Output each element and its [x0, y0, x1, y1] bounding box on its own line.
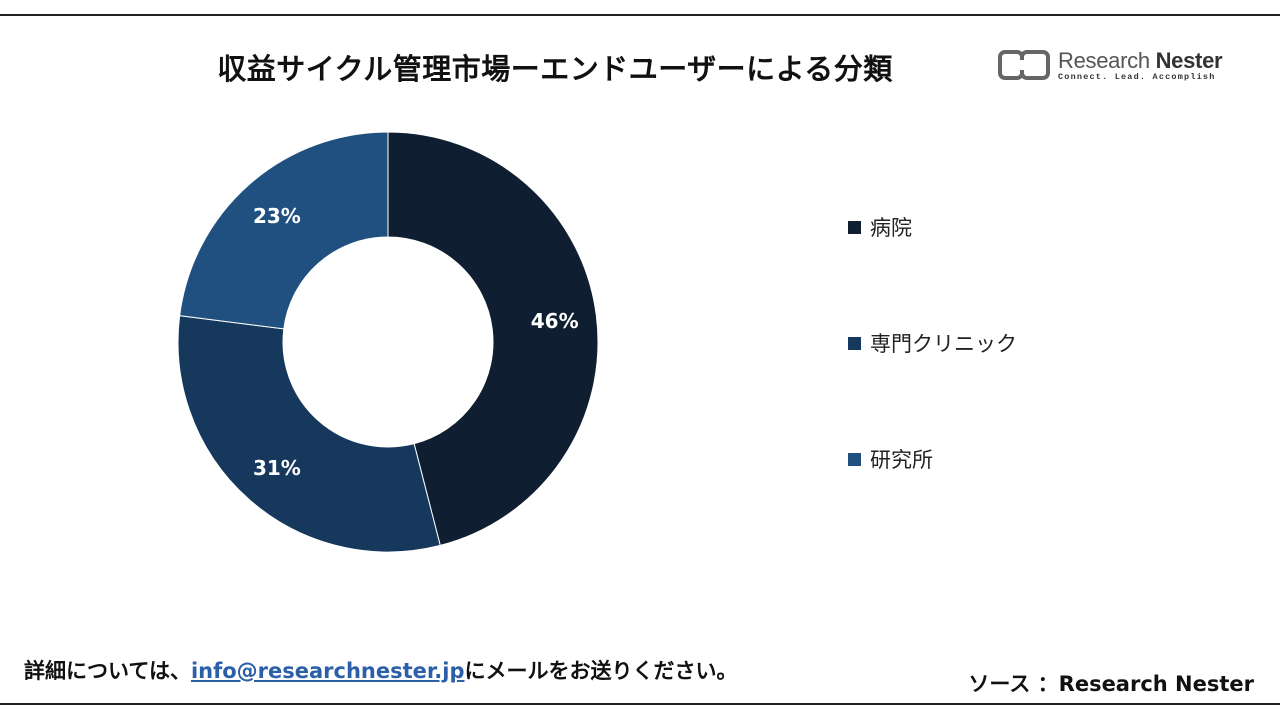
legend-label-specialty-clinic: 専門クリニック — [870, 332, 1017, 356]
legend-swatch-laboratory — [848, 452, 861, 466]
research-nester-logo[interactable]: Research Nester Connect. Lead. Accomplis… — [998, 46, 1238, 86]
donut-slice-specialty-clinic — [177, 315, 441, 553]
chart-title: 収益サイクル管理市場ーエンドユーザーによる分類 — [217, 52, 893, 86]
donut-slice-hospital — [387, 131, 599, 547]
legend-item-laboratory: 研究所 — [848, 444, 933, 474]
logo-icon — [998, 50, 1050, 80]
top-rule — [0, 14, 1280, 16]
legend-swatch-hospital — [848, 220, 861, 234]
donut-slice-label-laboratory: 23% — [253, 204, 301, 228]
logo-name-part2: Nester — [1155, 48, 1223, 73]
contact-prefix: 詳細については、 — [24, 659, 191, 683]
legend-swatch-specialty-clinic — [848, 336, 861, 350]
legend-label-hospital: 病院 — [870, 216, 912, 240]
donut-slice-laboratory — [179, 131, 389, 330]
source-credit: ソース ：Research Nester — [968, 672, 1254, 696]
donut-slice-label-specialty-clinic: 31% — [253, 456, 301, 480]
contact-note: 詳細については、info@researchnester.jpにメールをお送りくだ… — [24, 655, 737, 685]
bottom-rule — [0, 703, 1280, 705]
contact-suffix: にメールをお送りください。 — [464, 659, 738, 683]
donut-slices — [177, 131, 599, 553]
legend-item-specialty-clinic: 専門クリニック — [848, 328, 1017, 358]
contact-email-link[interactable]: info@researchnester.jp — [190, 659, 465, 683]
legend-label-laboratory: 研究所 — [870, 448, 933, 472]
donut-slice-labels: 46% 31% 23% — [253, 204, 579, 480]
logo-tagline: Connect. Lead. Accomplish — [1058, 72, 1216, 82]
donut-slice-label-hospital: 46% — [531, 309, 579, 333]
logo-name: Research Nester — [1058, 48, 1223, 74]
legend-item-hospital: 病院 — [848, 212, 912, 242]
logo-name-part1: Research — [1058, 48, 1150, 73]
